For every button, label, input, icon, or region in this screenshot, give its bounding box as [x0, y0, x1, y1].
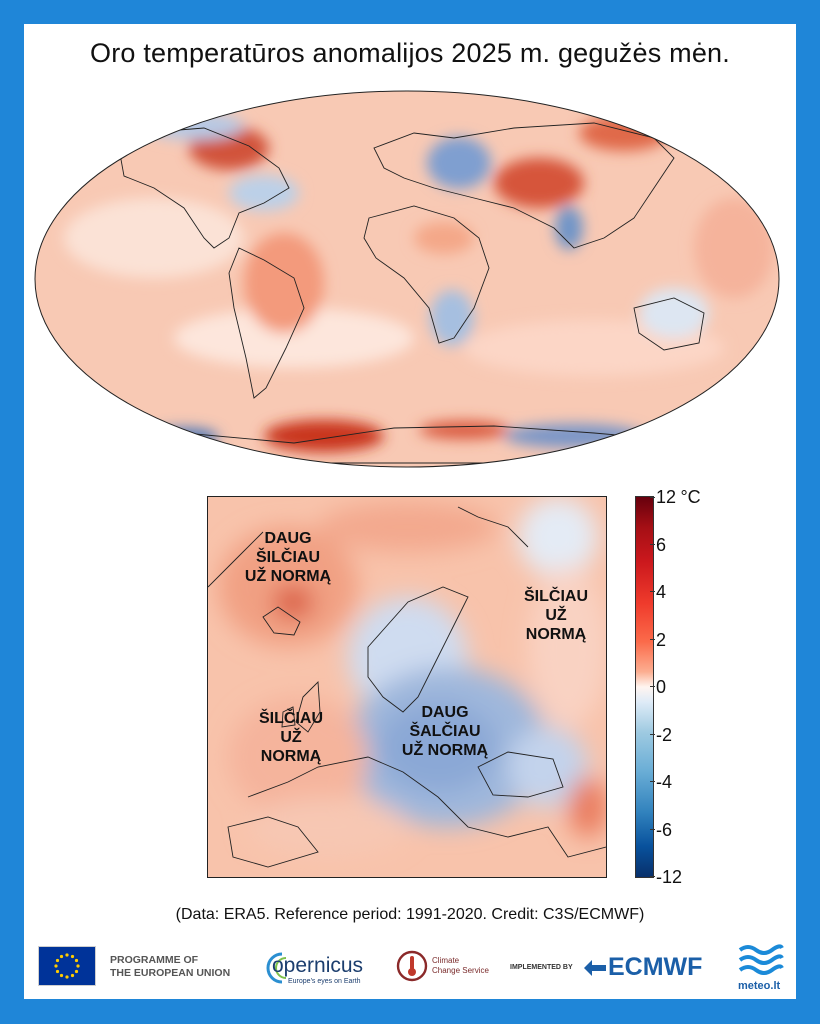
- ccs-line: Climate: [432, 956, 460, 965]
- eu-line: THE EUROPEAN UNION: [110, 967, 231, 979]
- colorbar-tick: [650, 829, 655, 830]
- eu-flag-icon: [38, 946, 96, 986]
- eu-programme-text: PROGRAMME OF THE EUROPEAN UNION: [110, 954, 230, 980]
- label-much-warmer: DAUG ŠILČIAU UŽ NORMĄ: [238, 529, 338, 586]
- label-line: ŠILČIAU: [256, 549, 320, 566]
- label-line: UŽ: [280, 729, 302, 746]
- label-much-colder: DAUG ŠALČIAU UŽ NORMĄ: [390, 703, 500, 760]
- colorbar-tick: [650, 497, 655, 498]
- thermometer-icon: [396, 950, 428, 982]
- europe-map-graphic: [208, 497, 606, 877]
- colorbar-tick-label: 2: [656, 630, 667, 650]
- ecmwf-arrows-icon: [584, 960, 606, 976]
- colorbar-tick: [650, 686, 655, 687]
- meteo-waves-icon: [738, 944, 784, 975]
- map-panel: Oro temperatūros anomalijos 2025 m. gegu…: [24, 24, 796, 999]
- label-line: ŠILČIAU: [524, 588, 588, 605]
- copernicus-logo: opernicus Europe's eyes on Earth: [260, 946, 370, 990]
- colorbar: [635, 496, 654, 878]
- label-line: NORMĄ: [525, 626, 587, 643]
- implemented-by-text: IMPLEMENTED BY: [510, 964, 573, 971]
- colorbar-tick: [650, 781, 655, 782]
- page-title: Oro temperatūros anomalijos 2025 m. gegu…: [90, 38, 730, 68]
- colorbar-tick-label: 0: [656, 677, 667, 697]
- colorbar-tick: [650, 639, 655, 640]
- label-warmer-west: ŠILČIAU UŽ NORMĄ: [241, 709, 341, 766]
- europe-anomaly-map: DAUG ŠILČIAU UŽ NORMĄ ŠILČIAU UŽ NORMĄ Š…: [207, 496, 607, 878]
- ccs-line: Change Service: [432, 966, 489, 975]
- tick-value: 12: [656, 487, 677, 507]
- world-anomaly-map: [34, 90, 780, 468]
- label-line: ŠALČIAU: [409, 723, 481, 740]
- meteo-lt-logo: meteo.lt: [736, 942, 786, 996]
- colorbar-tick-label: -2: [656, 725, 673, 745]
- colorbar-tick-label: -6: [656, 820, 673, 840]
- colorbar-tick: [650, 876, 655, 877]
- label-line: ŠILČIAU: [259, 710, 323, 727]
- label-line: UŽ NORMĄ: [401, 742, 489, 759]
- label-line: UŽ NORMĄ: [244, 568, 332, 585]
- colorbar-tick-label: -12: [656, 867, 683, 887]
- meteo-text: meteo.lt: [738, 980, 781, 992]
- ecmwf-logo-text: ECMWF: [608, 953, 703, 981]
- data-credit: (Data: ERA5. Reference period: 1991-2020…: [175, 906, 645, 923]
- climate-change-service-logo: Climate Change Service: [396, 946, 496, 990]
- colorbar-tick-label: -4: [656, 772, 673, 792]
- colorbar-unit: °C: [680, 487, 701, 507]
- copernicus-name: opernicus: [272, 954, 364, 977]
- colorbar-tick: [650, 591, 655, 592]
- colorbar-tick-label: 6: [656, 535, 667, 555]
- label-warmer-east: ŠILČIAU UŽ NORMĄ: [506, 587, 606, 644]
- ccs-text: Climate Change Service: [432, 956, 489, 976]
- label-line: DAUG: [421, 704, 469, 721]
- copernicus-tagline: Europe's eyes on Earth: [288, 978, 361, 985]
- label-line: UŽ: [545, 607, 567, 624]
- label-line: DAUG: [264, 530, 312, 547]
- colorbar-tick: [650, 734, 655, 735]
- copernicus-logo-icon: [266, 952, 287, 984]
- label-line: NORMĄ: [260, 748, 322, 765]
- colorbar-tick-label: 4: [656, 582, 667, 602]
- colorbar-tick: [650, 544, 655, 545]
- eu-line: PROGRAMME OF: [110, 954, 199, 966]
- colorbar-tick-label: 12 °C: [656, 488, 701, 508]
